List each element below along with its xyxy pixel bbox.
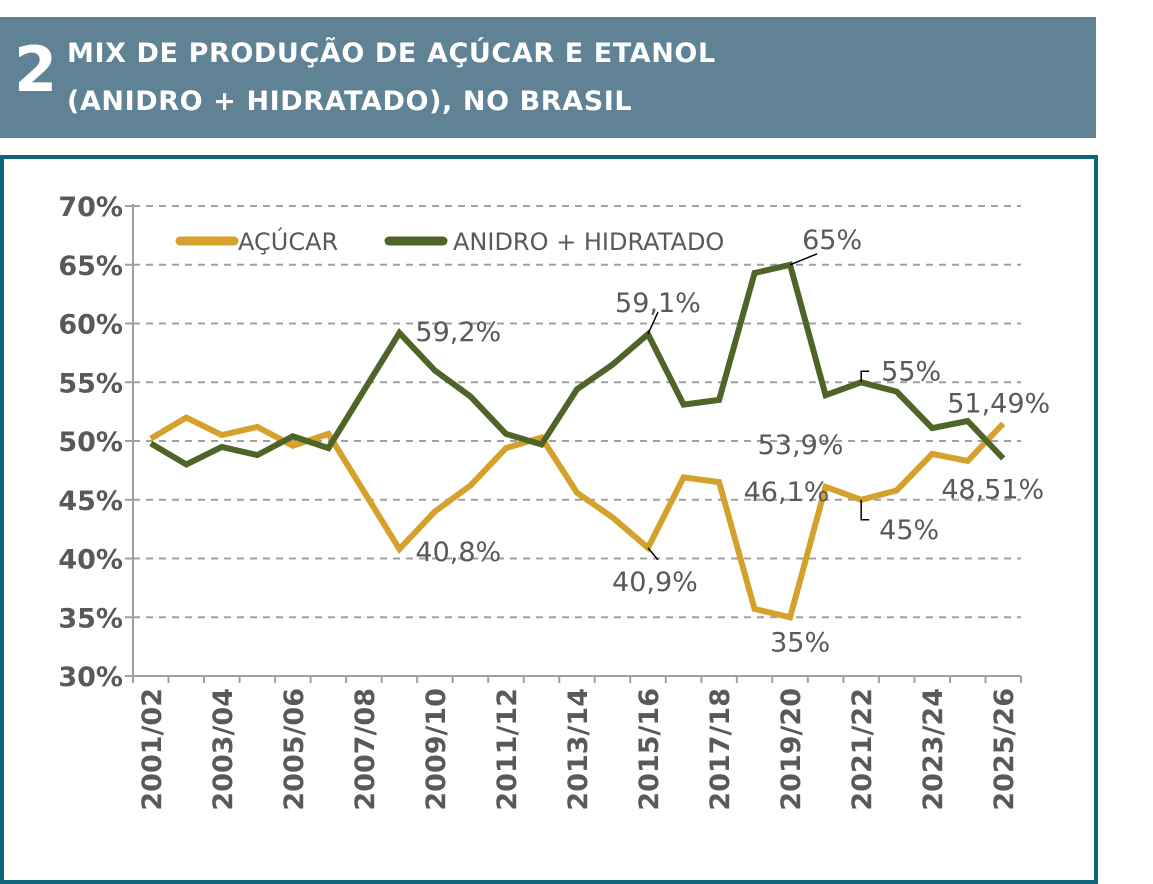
x-tick-label: 2015/16 xyxy=(634,688,665,811)
legend-label-acucar: AÇÚCAR xyxy=(238,226,338,256)
y-tick-label: 55% xyxy=(58,368,123,399)
data-label: 65% xyxy=(802,225,862,256)
x-tick-label: 2019/20 xyxy=(776,688,807,811)
x-tick-label: 2003/04 xyxy=(208,688,239,811)
gridlines xyxy=(133,206,1021,617)
y-tick-label: 60% xyxy=(58,310,123,341)
x-tick-label: 2023/24 xyxy=(918,688,949,811)
y-tick-label: 35% xyxy=(58,603,123,634)
data-label: 59,2% xyxy=(415,317,501,348)
legend-label-etanol: ANIDRO + HIDRATADO xyxy=(453,228,724,256)
data-label: 53,9% xyxy=(758,430,844,461)
y-tick-label: 45% xyxy=(58,486,123,517)
x-tick-label: 2007/08 xyxy=(350,688,381,811)
x-tick-label: 2013/14 xyxy=(563,688,594,811)
y-tick-label: 40% xyxy=(58,545,123,576)
data-label: 40,9% xyxy=(612,567,698,598)
data-label: 59,1% xyxy=(615,288,701,319)
x-tick-label: 2021/22 xyxy=(847,688,878,811)
data-label: 45% xyxy=(879,515,939,546)
data-label: 55% xyxy=(881,356,941,387)
x-tick-label: 2009/10 xyxy=(421,688,452,811)
y-tick-label: 30% xyxy=(58,662,123,693)
data-label: 46,1% xyxy=(744,477,830,508)
y-tick-label: 50% xyxy=(58,427,123,458)
data-label: 51,49% xyxy=(947,388,1050,419)
y-tick-label: 65% xyxy=(58,251,123,282)
series-line-etanol xyxy=(151,265,1003,465)
x-tick-label: 2011/12 xyxy=(492,688,523,811)
series-line-acucar xyxy=(151,418,1003,618)
annotation-leader-line xyxy=(861,500,869,520)
y-axis-ticks: 30% 35% 40% 45% 50% 55% 60% 65% 70% xyxy=(58,192,133,693)
x-tick-label: 2001/02 xyxy=(137,688,168,811)
data-label: 40,8% xyxy=(415,537,501,568)
x-tick-label: 2025/26 xyxy=(989,688,1020,811)
x-axis-ticks: 2001/02 2003/04 2005/06 2007/08 2009/10 2011/… xyxy=(133,676,1021,811)
y-tick-label: 70% xyxy=(58,192,123,223)
legend: AÇÚCAR ANIDRO + HIDRATADO xyxy=(180,226,724,256)
data-label: 48,51% xyxy=(941,475,1044,506)
data-label: 35% xyxy=(770,627,830,658)
x-tick-label: 2017/18 xyxy=(705,688,736,811)
x-tick-label: 2005/06 xyxy=(279,688,310,811)
